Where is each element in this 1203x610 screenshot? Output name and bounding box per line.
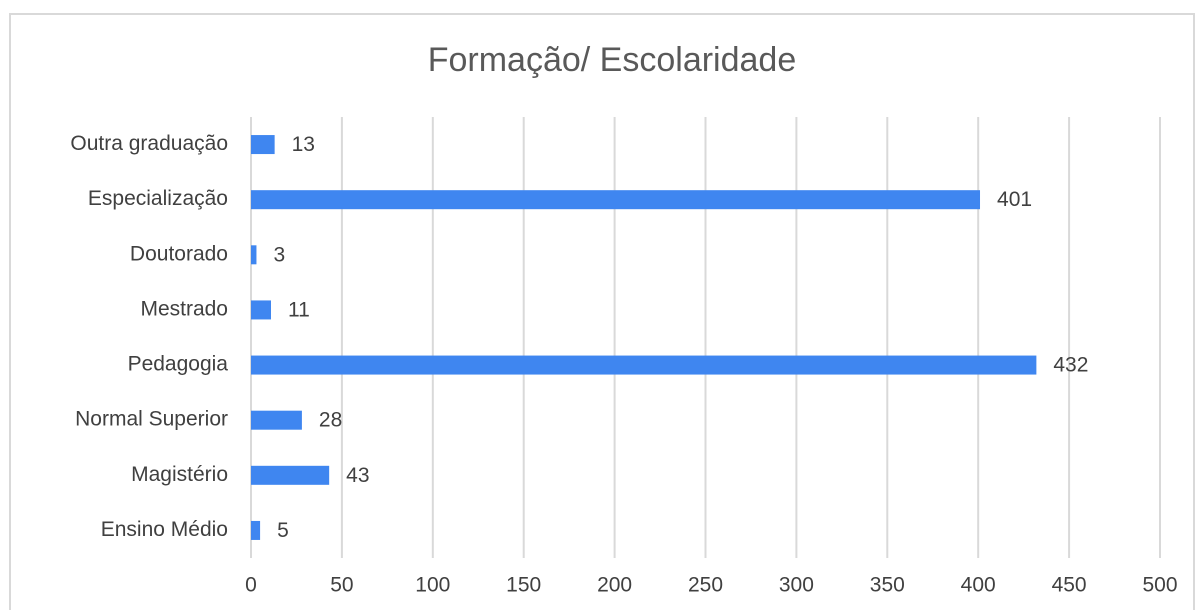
y-tick-label: Pedagogia — [128, 353, 229, 376]
bar — [251, 300, 271, 320]
bar — [251, 190, 981, 210]
data-label: 5 — [277, 519, 289, 542]
x-tick-label: 0 — [245, 574, 257, 597]
bar — [251, 245, 257, 265]
data-label: 401 — [997, 188, 1032, 211]
x-tick-label: 100 — [415, 574, 450, 597]
data-label: 13 — [292, 133, 315, 156]
x-tick-label: 250 — [688, 574, 723, 597]
y-tick-label: Outra graduação — [70, 132, 228, 155]
data-label: 43 — [346, 464, 369, 487]
x-tick-label: 50 — [330, 574, 353, 597]
y-tick-label: Especialização — [88, 187, 228, 210]
x-tick-label: 200 — [597, 574, 632, 597]
bar — [251, 410, 302, 430]
bar — [251, 520, 261, 540]
x-tick-label: 500 — [1142, 574, 1177, 597]
x-tick-label: 400 — [961, 574, 996, 597]
x-tick-label: 300 — [779, 574, 814, 597]
bar — [251, 355, 1037, 375]
x-tick-label: 450 — [1052, 574, 1087, 597]
bar — [251, 465, 330, 485]
y-tick-label: Magistério — [131, 463, 228, 486]
data-label: 11 — [288, 298, 310, 321]
data-label: 432 — [1053, 354, 1088, 377]
y-tick-label: Doutorado — [130, 242, 228, 265]
y-tick-label: Ensino Médio — [101, 518, 228, 541]
y-tick-label: Normal Superior — [75, 408, 228, 431]
data-label: 3 — [273, 243, 285, 266]
x-tick-label: 150 — [506, 574, 541, 597]
chart-title: Formação/ Escolaridade — [428, 41, 797, 79]
x-tick-label: 350 — [870, 574, 905, 597]
y-tick-label: Mestrado — [140, 297, 228, 320]
bar — [251, 135, 275, 155]
chart-frame — [9, 13, 1195, 610]
data-label: 28 — [319, 409, 342, 432]
